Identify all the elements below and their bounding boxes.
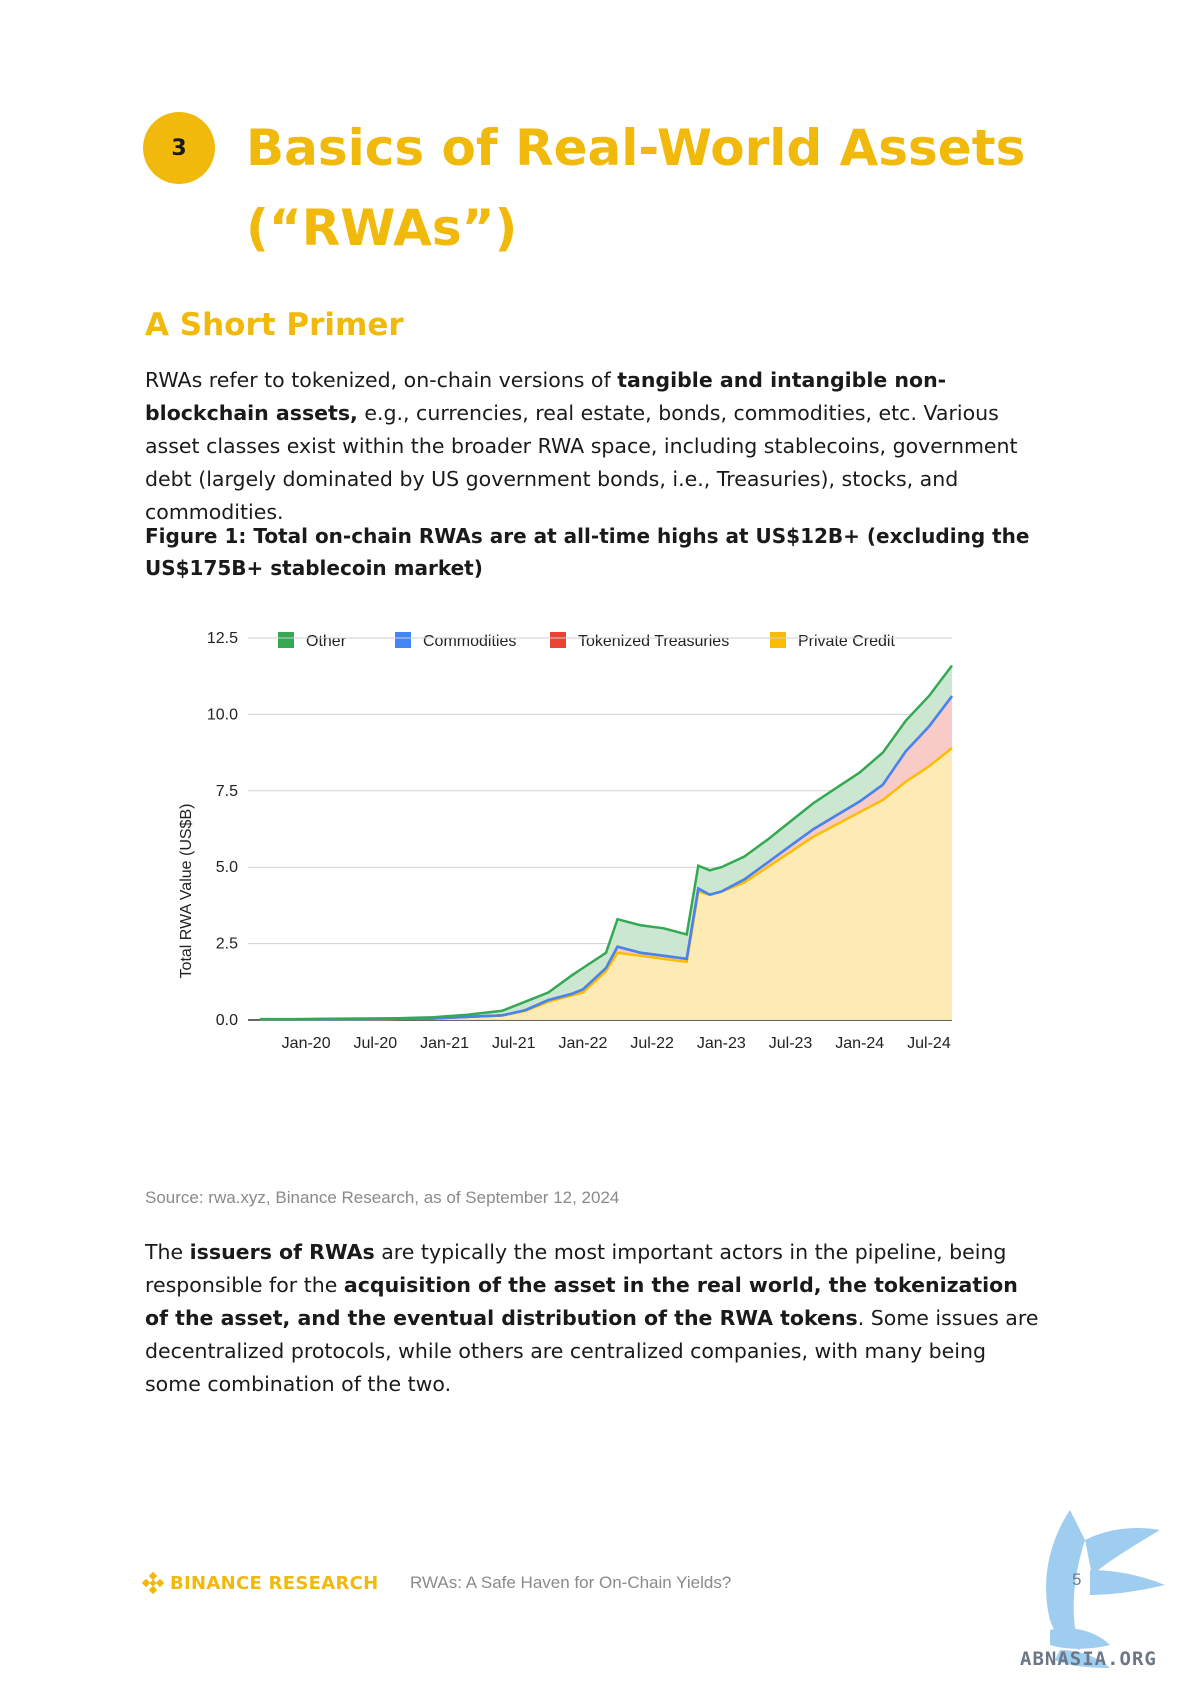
legend-label: Tokenized Treasuries xyxy=(578,633,729,650)
legend-swatch xyxy=(550,632,566,648)
intro-text-1: RWAs refer to tokenized, on-chain versio… xyxy=(145,368,618,392)
chart-lines xyxy=(260,664,953,1021)
y-tick-label: 0.0 xyxy=(216,1012,238,1029)
y-tick-label: 7.5 xyxy=(216,783,238,800)
x-tick-label: Jul-20 xyxy=(354,1035,398,1052)
figure-caption: Figure 1: Total on-chain RWAs are at all… xyxy=(145,524,1030,580)
watermark-text: ABNASIA.ORG xyxy=(1020,1648,1157,1670)
x-tick-label: Jan-20 xyxy=(282,1035,331,1052)
x-tick-label: Jul-23 xyxy=(769,1035,813,1052)
chart-areas xyxy=(260,665,952,1020)
x-tick-label: Jan-21 xyxy=(420,1035,469,1052)
chart-legend: Other Commodities Tokenized Treasuries Priv… xyxy=(278,632,895,650)
legend-label: Private Credit xyxy=(798,633,895,650)
legend-swatch xyxy=(770,632,786,648)
footer-document-title: RWAs: A Safe Haven for On-Chain Yields? xyxy=(410,1573,732,1592)
page-title: Basics of Real-World Assets (“RWAs”) xyxy=(246,119,1026,257)
issuers-paragraph: The issuers of RWAs are typically the mo… xyxy=(145,1236,1045,1401)
watermark-bird-icon xyxy=(1046,1510,1165,1668)
rwa-stacked-area-chart: Other Commodities Tokenized Treasuries Priv… xyxy=(178,630,953,1052)
section-number: 3 xyxy=(171,135,187,161)
intro-bold-1: tangible and intangible non-blockchain a… xyxy=(145,368,947,425)
y-tick-label: 5.0 xyxy=(216,859,238,876)
x-tick-label: Jul-21 xyxy=(492,1035,536,1052)
binance-diamond-icon xyxy=(142,1572,164,1594)
page-number: 5 xyxy=(1072,1570,1082,1589)
x-axis-ticks: Jan-20 Jul-20 Jan-21 Jul-21 Jan-22 Jul-22 Jan-… xyxy=(282,1035,951,1052)
issuers-text-2: are typically the most important actors … xyxy=(145,1240,1007,1297)
x-tick-label: Jan-22 xyxy=(558,1035,607,1052)
legend-swatch xyxy=(278,632,294,648)
footer-brand: BINANCE RESEARCH xyxy=(170,1572,379,1594)
legend-swatch xyxy=(395,632,411,648)
issuers-bold-1: issuers of RWAs xyxy=(189,1240,375,1264)
figure-source: Source: rwa.xyz, Binance Research, as of… xyxy=(145,1188,620,1207)
line-other xyxy=(260,664,953,1021)
x-tick-label: Jan-23 xyxy=(697,1035,746,1052)
section-number-badge: 3 xyxy=(143,112,215,184)
x-tick-label: Jul-24 xyxy=(907,1035,951,1052)
issuers-text-1: The xyxy=(145,1240,190,1264)
binance-research-logo: BINANCE RESEARCH xyxy=(142,1572,379,1594)
intro-paragraph: RWAs refer to tokenized, on-chain versio… xyxy=(145,364,1045,529)
y-axis-ticks: 0.0 2.5 5.0 7.5 10.0 12.5 xyxy=(207,630,238,1029)
y-tick-label: 12.5 xyxy=(207,630,238,647)
y-tick-label: 10.0 xyxy=(207,706,238,723)
x-tick-label: Jul-22 xyxy=(630,1035,674,1052)
y-tick-label: 2.5 xyxy=(216,936,238,953)
intro-text-2: e.g., currencies, real estate, bonds, co… xyxy=(145,401,1018,524)
issuers-text-3: . Some issues are decentralized protocol… xyxy=(145,1306,1039,1396)
legend-label: Other xyxy=(306,633,347,650)
x-tick-label: Jan-24 xyxy=(835,1035,884,1052)
y-axis-label: Total RWA Value (US$B) xyxy=(178,804,195,979)
section-subtitle: A Short Primer xyxy=(145,307,404,343)
area-private-credit xyxy=(260,748,952,1020)
legend-label: Commodities xyxy=(423,633,516,650)
issuers-bold-2: acquisition of the asset in the real wor… xyxy=(145,1273,1018,1330)
